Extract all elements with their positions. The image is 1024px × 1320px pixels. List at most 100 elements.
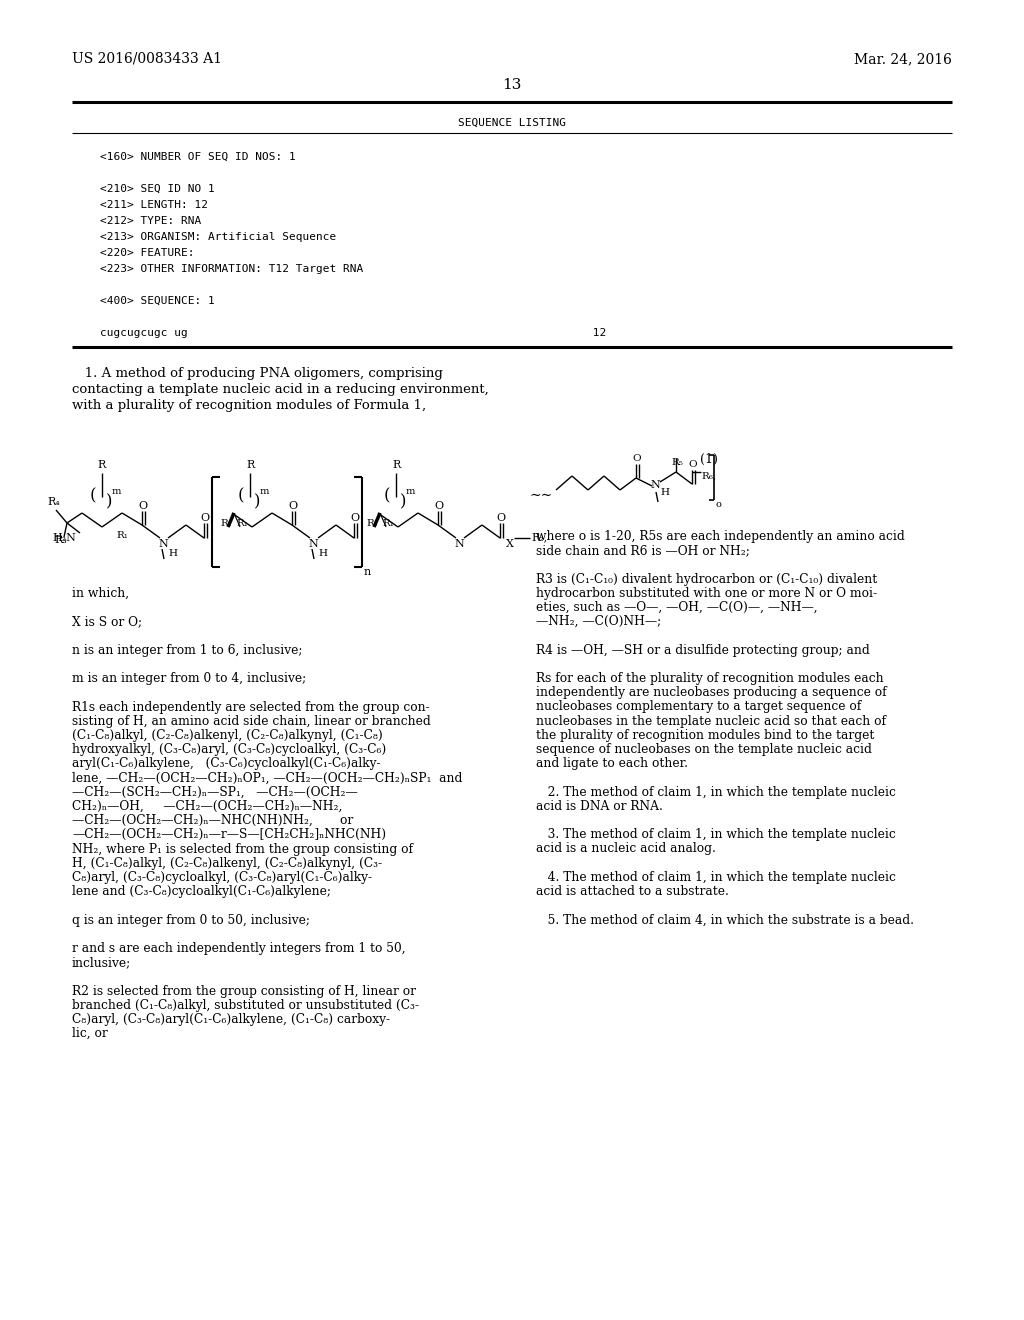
Text: R₁: R₁ (366, 519, 378, 528)
Text: SEQUENCE LISTING: SEQUENCE LISTING (458, 117, 566, 128)
Text: R₄: R₄ (47, 498, 59, 507)
Text: where o is 1-20, R5s are each independently an amino acid: where o is 1-20, R5s are each independen… (536, 531, 905, 543)
Text: nucleobases in the template nucleic acid so that each of: nucleobases in the template nucleic acid… (536, 714, 886, 727)
Text: eties, such as —O—, —OH, —C(O)—, —NH—,: eties, such as —O—, —OH, —C(O)—, —NH—, (536, 601, 817, 614)
Text: sequence of nucleobases on the template nucleic acid: sequence of nucleobases on the template … (536, 743, 871, 756)
Text: acid is DNA or RNA.: acid is DNA or RNA. (536, 800, 663, 813)
Text: independently are nucleobases producing a sequence of: independently are nucleobases producing … (536, 686, 887, 700)
Text: (: ( (384, 487, 390, 504)
Text: (: ( (238, 487, 245, 504)
Text: O: O (434, 502, 443, 511)
Text: H: H (660, 488, 669, 498)
Text: m: m (260, 487, 269, 496)
Text: and ligate to each other.: and ligate to each other. (536, 758, 688, 770)
Text: N: N (650, 480, 659, 490)
Text: N: N (158, 539, 168, 549)
Text: lene, —CH₂—(OCH₂—CH₂)ₙOP₁, —CH₂—(OCH₂—CH₂)ₙSP₁  and: lene, —CH₂—(OCH₂—CH₂)ₙOP₁, —CH₂—(OCH₂—CH… (72, 772, 463, 784)
Text: R₁: R₁ (382, 519, 394, 528)
Text: <212> TYPE: RNA: <212> TYPE: RNA (100, 216, 202, 226)
Text: 4. The method of claim 1, in which the template nucleic: 4. The method of claim 1, in which the t… (536, 871, 896, 884)
Text: (1): (1) (700, 453, 718, 466)
Text: lene and (C₃-C₈)cycloalkyl(C₁-C₆)alkylene;: lene and (C₃-C₈)cycloalkyl(C₁-C₆)alkylen… (72, 886, 331, 898)
Text: branched (C₁-C₈)alkyl, substituted or unsubstituted (C₃-: branched (C₁-C₈)alkyl, substituted or un… (72, 999, 419, 1012)
Text: H, (C₁-C₈)alkyl, (C₂-C₈)alkenyl, (C₂-C₈)alkynyl, (C₃-: H, (C₁-C₈)alkyl, (C₂-C₈)alkenyl, (C₂-C₈)… (72, 857, 382, 870)
Text: n: n (364, 568, 372, 577)
Text: in which,: in which, (72, 587, 129, 601)
Text: 2. The method of claim 1, in which the template nucleic: 2. The method of claim 1, in which the t… (536, 785, 896, 799)
Text: H₂N: H₂N (52, 533, 76, 543)
Text: sisting of H, an amino acid side chain, linear or branched: sisting of H, an amino acid side chain, … (72, 715, 431, 727)
Text: o: o (716, 500, 722, 510)
Text: Mar. 24, 2016: Mar. 24, 2016 (854, 51, 952, 66)
Text: <223> OTHER INFORMATION: T12 Target RNA: <223> OTHER INFORMATION: T12 Target RNA (100, 264, 364, 275)
Text: m: m (406, 487, 416, 496)
Text: <210> SEQ ID NO 1: <210> SEQ ID NO 1 (100, 183, 215, 194)
Text: cugcugcugc ug                                                            12: cugcugcugc ug 12 (100, 327, 606, 338)
Text: —NH₂, —C(O)NH—;: —NH₂, —C(O)NH—; (536, 615, 662, 628)
Text: nucleobases complementary to a target sequence of: nucleobases complementary to a target se… (536, 701, 861, 713)
Text: (: ( (90, 487, 96, 504)
Text: hydrocarbon substituted with one or more N or O moi-: hydrocarbon substituted with one or more… (536, 587, 878, 599)
Text: Rs for each of the plurality of recognition modules each: Rs for each of the plurality of recognit… (536, 672, 884, 685)
Text: acid is a nucleic acid analog.: acid is a nucleic acid analog. (536, 842, 716, 855)
Text: ): ) (106, 492, 113, 510)
Text: O: O (200, 513, 209, 523)
Text: 1. A method of producing PNA oligomers, comprising: 1. A method of producing PNA oligomers, … (72, 367, 442, 380)
Text: O: O (688, 459, 696, 469)
Text: ∼∼: ∼∼ (530, 488, 553, 502)
Text: C₈)aryl, (C₃-C₈)aryl(C₁-C₆)alkylene, (C₁-C₈) carboxy-: C₈)aryl, (C₃-C₈)aryl(C₁-C₆)alkylene, (C₁… (72, 1012, 390, 1026)
Text: —CH₂—(OCH₂—CH₂)ₙ—r—S—[CH₂CH₂]ₙNHC(NH): —CH₂—(OCH₂—CH₂)ₙ—r—S—[CH₂CH₂]ₙNHC(NH) (72, 829, 386, 841)
Text: R₂,: R₂, (531, 532, 547, 543)
Text: m: m (112, 487, 122, 496)
Text: US 2016/0083433 A1: US 2016/0083433 A1 (72, 51, 222, 66)
Text: R1s each independently are selected from the group con-: R1s each independently are selected from… (72, 701, 430, 714)
Text: R: R (246, 459, 254, 470)
Text: ): ) (400, 492, 407, 510)
Text: CH₂)ₙ—OH,     —CH₂—(OCH₂—CH₂)ₙ—NH₂,: CH₂)ₙ—OH, —CH₂—(OCH₂—CH₂)ₙ—NH₂, (72, 800, 342, 813)
Text: R₃: R₃ (54, 535, 67, 545)
Text: O: O (138, 502, 147, 511)
Text: R₆,: R₆, (701, 473, 716, 480)
Text: R3 is (C₁-C₁₀) divalent hydrocarbon or (C₁-C₁₀) divalent: R3 is (C₁-C₁₀) divalent hydrocarbon or (… (536, 573, 878, 586)
Text: H: H (168, 549, 177, 558)
Text: inclusive;: inclusive; (72, 956, 131, 969)
Text: C₈)aryl, (C₃-C₈)cycloalkyl, (C₃-C₈)aryl(C₁-C₆)alky-: C₈)aryl, (C₃-C₈)cycloalkyl, (C₃-C₈)aryl(… (72, 871, 372, 884)
Text: <220> FEATURE:: <220> FEATURE: (100, 248, 195, 257)
Text: m is an integer from 0 to 4, inclusive;: m is an integer from 0 to 4, inclusive; (72, 672, 306, 685)
Text: X is S or O;: X is S or O; (72, 615, 142, 628)
Text: R₁: R₁ (236, 519, 248, 528)
Text: side chain and R6 is —OH or NH₂;: side chain and R6 is —OH or NH₂; (536, 544, 750, 557)
Text: O: O (350, 513, 359, 523)
Text: contacting a template nucleic acid in a reducing environment,: contacting a template nucleic acid in a … (72, 383, 488, 396)
Text: 13: 13 (503, 78, 521, 92)
Text: r and s are each independently integers from 1 to 50,: r and s are each independently integers … (72, 942, 406, 954)
Text: aryl(C₁-C₆)alkylene,   (C₃-C₆)cycloalkyl(C₁-C₆)alky-: aryl(C₁-C₆)alkylene, (C₃-C₆)cycloalkyl(C… (72, 758, 381, 771)
Text: R4 is —OH, —SH or a disulfide protecting group; and: R4 is —OH, —SH or a disulfide protecting… (536, 644, 869, 656)
Text: N: N (308, 539, 317, 549)
Text: 3. The method of claim 1, in which the template nucleic: 3. The method of claim 1, in which the t… (536, 828, 896, 841)
Text: the plurality of recognition modules bind to the target: the plurality of recognition modules bin… (536, 729, 874, 742)
Text: R₅: R₅ (671, 458, 683, 467)
Text: <160> NUMBER OF SEQ ID NOS: 1: <160> NUMBER OF SEQ ID NOS: 1 (100, 152, 296, 162)
Text: 5. The method of claim 4, in which the substrate is a bead.: 5. The method of claim 4, in which the s… (536, 913, 914, 927)
Text: acid is attached to a substrate.: acid is attached to a substrate. (536, 884, 729, 898)
Text: R₁: R₁ (116, 531, 128, 540)
Text: <213> ORGANISM: Artificial Sequence: <213> ORGANISM: Artificial Sequence (100, 232, 336, 242)
Text: —CH₂—(OCH₂—CH₂)ₙ—NHC(NH)NH₂,       or: —CH₂—(OCH₂—CH₂)ₙ—NHC(NH)NH₂, or (72, 814, 353, 828)
Text: X: X (506, 539, 514, 549)
Text: with a plurality of recognition modules of Formula 1,: with a plurality of recognition modules … (72, 399, 426, 412)
Text: H: H (318, 549, 327, 558)
Text: hydroxyalkyl, (C₃-C₈)aryl, (C₃-C₈)cycloalkyl, (C₃-C₆): hydroxyalkyl, (C₃-C₈)aryl, (C₃-C₈)cycloa… (72, 743, 386, 756)
Text: n is an integer from 1 to 6, inclusive;: n is an integer from 1 to 6, inclusive; (72, 644, 302, 657)
Text: <211> LENGTH: 12: <211> LENGTH: 12 (100, 201, 208, 210)
Text: R2 is selected from the group consisting of H, linear or: R2 is selected from the group consisting… (72, 985, 416, 998)
Text: R: R (392, 459, 400, 470)
Text: q is an integer from 0 to 50, inclusive;: q is an integer from 0 to 50, inclusive; (72, 913, 310, 927)
Text: lic, or: lic, or (72, 1027, 108, 1040)
Text: O: O (496, 513, 505, 523)
Text: ): ) (254, 492, 260, 510)
Text: O: O (288, 502, 297, 511)
Text: <400> SEQUENCE: 1: <400> SEQUENCE: 1 (100, 296, 215, 306)
Text: R: R (97, 459, 105, 470)
Text: NH₂, where P₁ is selected from the group consisting of: NH₂, where P₁ is selected from the group… (72, 842, 413, 855)
